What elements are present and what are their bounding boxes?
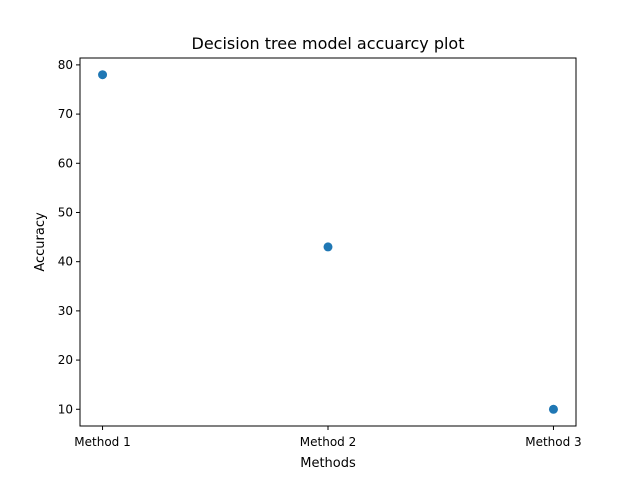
data-point	[548, 404, 558, 414]
chart-title: Decision tree model accuarcy plot	[192, 34, 465, 53]
y-tick-label: 20	[58, 353, 73, 367]
y-axis: 10 20 30 40 50 60 70 80	[58, 58, 80, 416]
y-tick-label: 40	[58, 255, 73, 269]
data-points	[98, 70, 558, 414]
x-tick-label: Method 1	[74, 435, 130, 449]
plot-area	[79, 57, 577, 427]
y-tick-label: 50	[58, 205, 73, 219]
x-axis: Method 1 Method 2 Method 3	[74, 426, 582, 449]
data-point	[98, 70, 108, 80]
x-axis-label: Methods	[300, 456, 356, 471]
y-tick-label: 60	[58, 156, 73, 170]
y-tick-label: 70	[58, 107, 73, 121]
x-tick-label: Method 3	[525, 435, 581, 449]
y-axis-label: Accuracy	[33, 212, 48, 272]
data-point	[323, 242, 333, 252]
y-tick-label: 80	[58, 58, 73, 72]
y-tick-label: 10	[58, 402, 73, 416]
x-tick-label: Method 2	[300, 435, 356, 449]
y-tick-label: 30	[58, 304, 73, 318]
